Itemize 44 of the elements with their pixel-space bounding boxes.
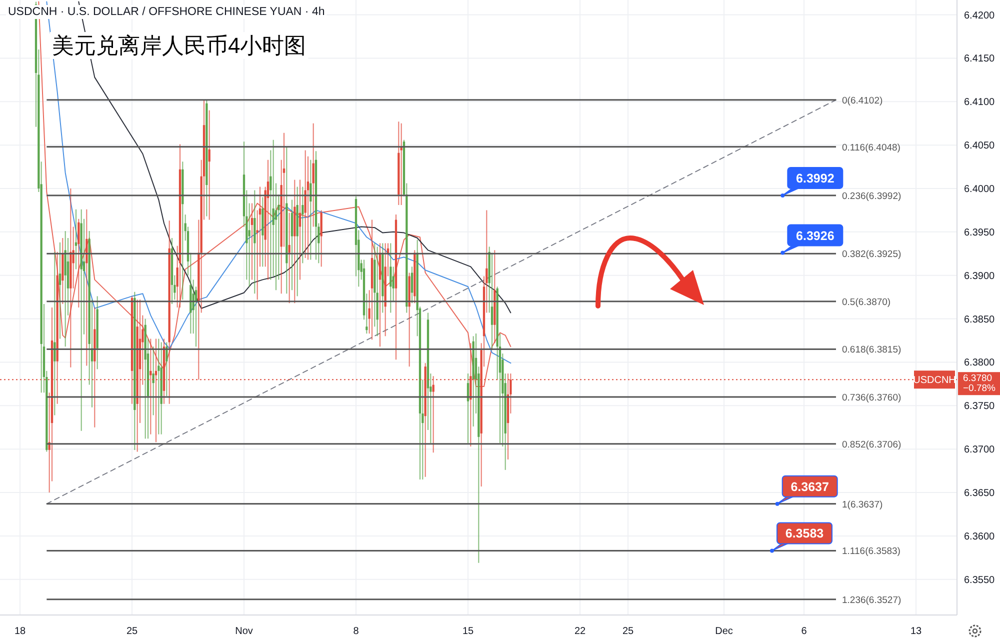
x-tick-label: 8 [353, 626, 360, 637]
annotation: 6.3992 [796, 171, 834, 186]
y-tick-label: 6.4050 [964, 140, 996, 152]
annotation: 6.3637 [790, 480, 829, 494]
y-tick-label: 6.3850 [964, 314, 996, 326]
ref-line-label: USDCNH [913, 375, 956, 386]
x-tick-label: 22 [574, 626, 586, 637]
x-tick-label: 13 [910, 626, 922, 637]
ref-line-label: 0.736(6.3760) [842, 392, 902, 404]
ref-line-label: 0.236(6.3992) [842, 190, 902, 202]
y-tick-label: 6.3700 [964, 444, 996, 456]
x-tick-label: 6 [801, 626, 808, 637]
ref-line-label: 0.382(6.3925) [842, 249, 902, 260]
text: USDCNH · U.S. DOLLAR / OFFSHORE CHINESE YUAN · 4h [8, 6, 325, 18]
y-tick-label: 6.3750 [964, 401, 996, 412]
text: 美元兑离岸人民币4小时图 [52, 33, 306, 58]
x-tick-label: 25 [622, 626, 634, 637]
x-tick-label: Nov [235, 626, 253, 637]
x-tick-label: 15 [462, 626, 474, 637]
y-tick-label: 6.3900 [964, 270, 996, 282]
annotation: 6.3926 [796, 228, 834, 243]
y-tick-label: 6.3650 [964, 488, 996, 500]
y-tick-label: 6.3950 [964, 227, 996, 238]
y-tick-label: 6.3550 [964, 574, 996, 586]
x-tick-label: 25 [126, 626, 138, 637]
ref-line-label: 1.236(6.3527) [842, 594, 902, 606]
annotation: 6.3583 [785, 526, 824, 541]
y-tick-label: 6.3800 [964, 358, 996, 369]
text: 6.3780 [963, 373, 992, 384]
ref-line-label: 0.5(6.3870) [842, 296, 891, 308]
y-tick-label: 6.4100 [964, 97, 996, 108]
y-tick-label: 6.3600 [964, 531, 996, 542]
y-tick-label: 6.4000 [964, 184, 996, 195]
x-tick-label: Dec [715, 626, 733, 637]
x-tick-label: 18 [14, 626, 26, 637]
text: −0.78% [963, 383, 996, 394]
ref-line-label: 0.116(6.4048) [842, 142, 900, 154]
ref-line-label: 1(6.3637) [842, 499, 883, 510]
ref-line-label: 1.116(6.3583) [842, 546, 900, 558]
y-tick-label: 6.4150 [964, 54, 996, 65]
y-tick-label: 6.4200 [964, 10, 996, 22]
ref-line-label: 0(6.4102) [842, 95, 883, 106]
ref-line-label: 0.852(6.3706) [842, 439, 902, 450]
ref-line-label: 0.618(6.3815) [842, 344, 902, 356]
